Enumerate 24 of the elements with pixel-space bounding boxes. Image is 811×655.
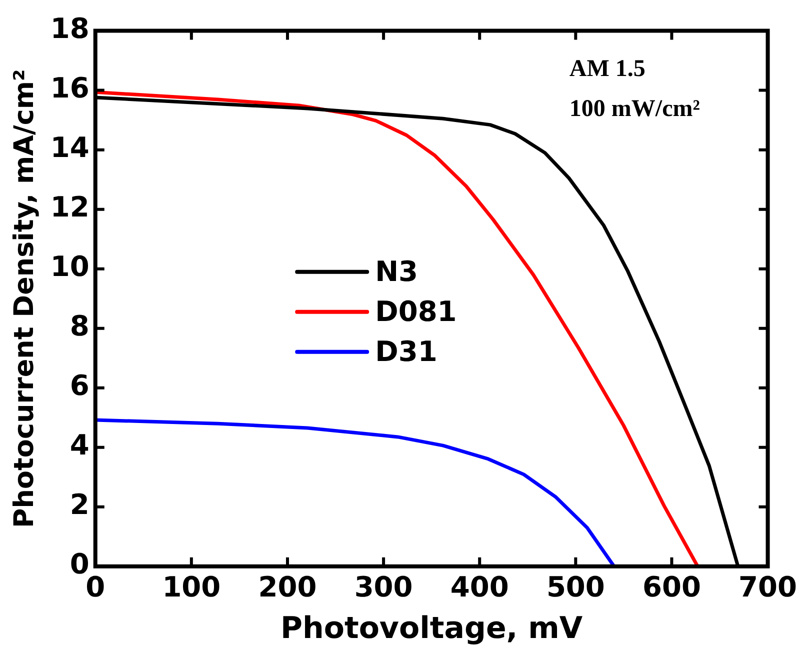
legend-label: D081 [375,295,457,328]
y-tick-label: 14 [50,131,90,164]
x-tick-label: 600 [642,570,701,604]
annotation: AM 1.5 [569,56,646,82]
legend-label: N3 [375,255,418,288]
x-axis-title: Photovoltage, mV [280,610,584,646]
x-tick-label: 200 [258,570,317,604]
y-tick-label: 2 [70,488,90,522]
y-axis-title: Photocurrent Density, mA/cm² [9,69,40,528]
x-tick-label: 400 [450,570,509,604]
y-tick-label: 12 [50,190,90,224]
legend-label: D31 [375,335,438,368]
y-tick-label: 0 [70,548,90,581]
y-tick-label: 10 [50,250,90,284]
x-tick-label: 300 [354,570,413,604]
y-tick-label: 4 [70,428,90,462]
x-tick-label: 100 [162,570,221,604]
y-tick-label: 18 [50,12,90,46]
x-tick-label: 500 [546,570,605,604]
x-tick-label: 700 [738,570,798,604]
y-tick-label: 8 [70,310,90,343]
y-tick-label: 16 [50,72,90,105]
annotation: 100 mW/cm² [569,96,700,122]
y-tick-label: 6 [70,369,90,402]
